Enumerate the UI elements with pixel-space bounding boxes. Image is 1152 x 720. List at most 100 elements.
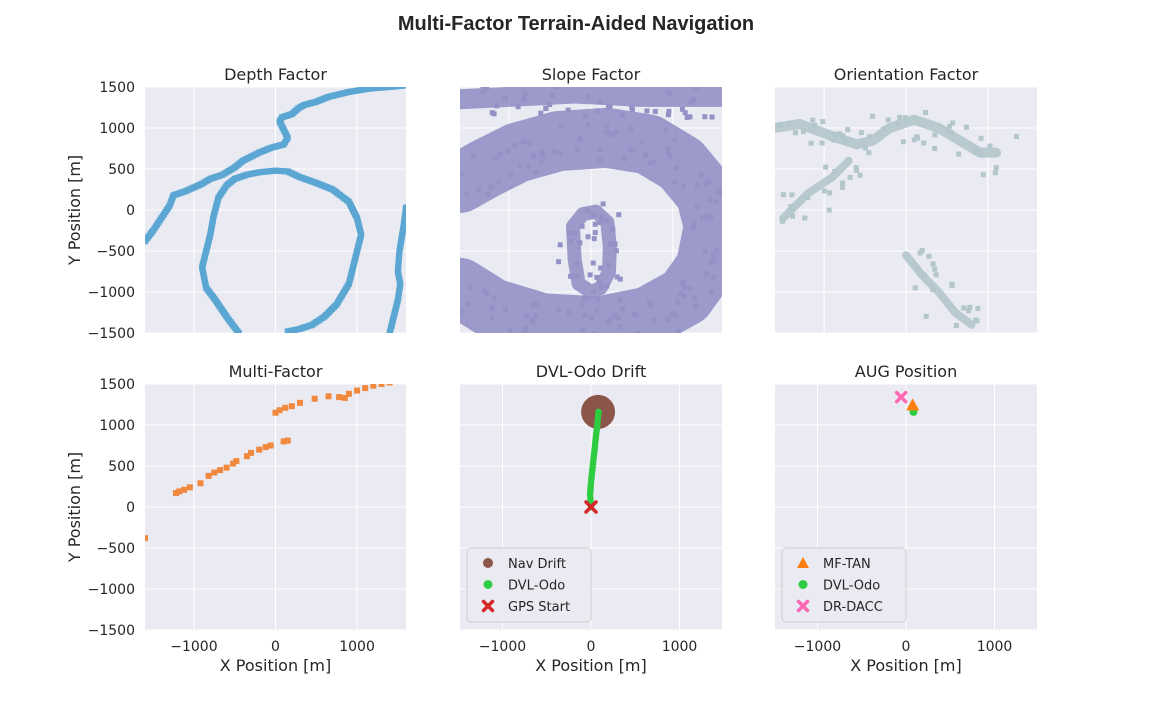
x-axis-label: X Position [m] xyxy=(220,656,332,675)
factor-speck xyxy=(663,127,669,133)
y-axis-label: Y Position [m] xyxy=(65,155,84,266)
factor-speck xyxy=(963,124,969,130)
data-layer xyxy=(145,384,393,542)
factor-speck xyxy=(949,281,955,287)
legend-label: DVL-Odo xyxy=(823,579,880,594)
factor-speck xyxy=(885,117,891,123)
factor-speck xyxy=(708,216,714,222)
factor-speck xyxy=(617,297,623,303)
factor-speck xyxy=(592,221,598,227)
factor-speck xyxy=(923,313,929,319)
legend-dr-dacc-marker xyxy=(796,599,810,613)
subplot-6: AUG Position −1000 0 1000 X Position [m] MF-T… xyxy=(775,362,1037,675)
factor-speck xyxy=(538,159,544,165)
factor-speck xyxy=(454,287,459,292)
factor-speck xyxy=(616,212,622,218)
x-tick-label: −1000 xyxy=(794,639,841,655)
factor-speck xyxy=(590,260,596,266)
factor-speck xyxy=(630,148,636,154)
subplot-1: Depth Factor 1500 1000 500 0 −500 −1000 −1500 Y … xyxy=(65,65,406,342)
factor-speck xyxy=(489,315,495,321)
factor-speck xyxy=(460,171,464,177)
factor-speck xyxy=(556,259,562,265)
y-tick-label: −1500 xyxy=(88,326,135,342)
subplot-title: Depth Factor xyxy=(224,65,327,84)
factor-speck xyxy=(854,167,860,173)
multi-factor-point xyxy=(386,384,393,386)
subplot-2: Slope Factor xyxy=(451,65,722,334)
factor-speck xyxy=(692,221,698,227)
factor-speck xyxy=(810,117,816,123)
factor-speck xyxy=(482,79,487,84)
factor-speck xyxy=(704,271,710,277)
factor-speck xyxy=(911,137,917,143)
factor-speck xyxy=(595,297,601,303)
factor-speck xyxy=(485,192,491,198)
factor-speck xyxy=(494,103,500,109)
figure-title: Multi-Factor Terrain-Aided Navigation xyxy=(398,13,754,35)
factor-speck xyxy=(605,320,611,326)
y-tick-label: −1000 xyxy=(88,582,135,598)
factor-speck xyxy=(932,132,938,138)
factor-speck xyxy=(947,123,953,129)
factor-speck xyxy=(614,274,620,280)
multi-factor-point xyxy=(288,403,295,410)
factor-speck xyxy=(565,107,571,113)
multi-factor-point xyxy=(211,469,218,476)
y-tick-label: 1000 xyxy=(99,418,135,434)
factor-speck xyxy=(557,150,563,156)
factor-speck xyxy=(793,130,799,136)
factor-speck xyxy=(608,132,614,138)
factor-speck xyxy=(702,248,708,254)
factor-speck xyxy=(605,104,611,110)
y-tick-label: 0 xyxy=(126,500,135,516)
factor-speck xyxy=(709,289,715,295)
factor-speck xyxy=(651,159,657,165)
factor-speck xyxy=(853,165,859,171)
factor-speck xyxy=(468,285,474,291)
factor-speck xyxy=(612,312,618,318)
factor-speck xyxy=(489,305,495,311)
factor-speck xyxy=(591,331,597,333)
factor-speck xyxy=(912,285,918,291)
factor-speck xyxy=(598,214,604,220)
factor-speck xyxy=(823,164,829,170)
factor-speck xyxy=(512,142,518,148)
multi-factor-point xyxy=(230,460,237,467)
factor-speck xyxy=(665,149,671,155)
factor-speck xyxy=(786,121,792,127)
multi-factor-point xyxy=(276,407,283,414)
factor-speck xyxy=(454,88,459,93)
factor-speck xyxy=(666,108,672,114)
factor-speck xyxy=(521,96,527,102)
factor-speck xyxy=(617,276,623,282)
factor-speck xyxy=(607,241,613,247)
factor-speck xyxy=(525,163,531,169)
factor-speck xyxy=(711,252,717,258)
factor-speck xyxy=(757,131,762,136)
factor-speck xyxy=(590,289,596,295)
factor-speck xyxy=(582,312,588,318)
factor-speck xyxy=(555,306,561,312)
factor-speck xyxy=(802,215,808,221)
factor-speck xyxy=(566,310,572,316)
factor-speck xyxy=(692,295,698,301)
factor-speck xyxy=(1014,133,1020,139)
factor-speck xyxy=(690,225,696,231)
factor-speck xyxy=(843,137,849,143)
multi-factor-point xyxy=(176,488,183,495)
factor-speck xyxy=(676,329,682,333)
factor-speck xyxy=(580,328,586,333)
factor-speck xyxy=(451,81,456,86)
factor-speck xyxy=(585,208,591,214)
factor-speck xyxy=(574,273,580,279)
factor-speck xyxy=(475,186,481,192)
factor-speck xyxy=(574,261,580,267)
factor-speck xyxy=(956,151,962,157)
factor-speck xyxy=(812,123,818,129)
factor-speck xyxy=(692,303,698,309)
factor-speck xyxy=(591,236,597,242)
y-tick-label: 500 xyxy=(108,459,135,475)
multi-factor-point xyxy=(262,444,269,451)
factor-speck xyxy=(694,204,700,210)
